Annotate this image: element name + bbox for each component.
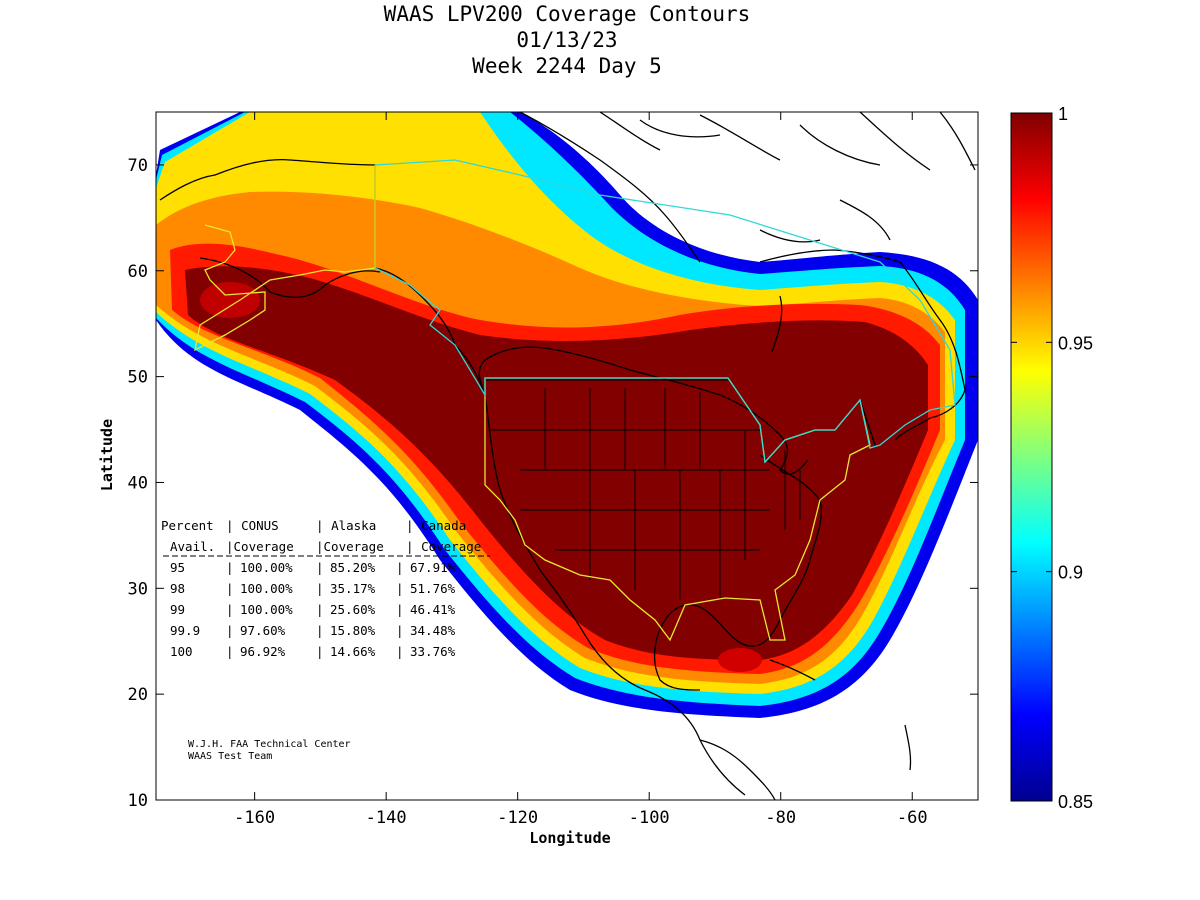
credit-line-1: W.J.H. FAA Technical Center	[188, 739, 351, 750]
credit-line-2: WAAS Test Team	[188, 751, 272, 762]
colorbar-label: 1	[1058, 104, 1068, 124]
alaska-boundary	[194, 165, 376, 352]
table-row: 95 | 100.00% | 85.20% | 67.91%	[170, 560, 456, 575]
colorbar-label: 0.85	[1058, 792, 1093, 812]
table-cell-percent: 98	[170, 581, 185, 596]
y-axis: 10 20 30 40 50 60 70	[128, 156, 978, 811]
table-cell-conus: 96.92%	[240, 644, 286, 659]
table-cell-percent: 99.9	[170, 623, 200, 638]
y-tick-label: 40	[128, 473, 148, 493]
contour-1.0	[185, 266, 928, 660]
colorbar-ticks: 1 0.95 0.9 0.85	[1011, 104, 1093, 812]
table-cell-alaska: 14.66%	[330, 644, 376, 659]
table-cell-canada: 46.41%	[410, 602, 456, 617]
colorbar-label: 0.95	[1058, 333, 1093, 353]
table-cell-percent: 100	[170, 644, 193, 659]
y-tick-label: 70	[128, 156, 148, 176]
canada-boundary	[374, 159, 956, 464]
table-row: 100 | 96.92% | 14.66% | 33.76%	[170, 644, 456, 659]
map-title: WAAS LPV200 Coverage Contours	[383, 2, 751, 26]
table-header-conus: CONUS	[241, 518, 279, 533]
table-header-row-2: Avail. |Coverage |Coverage | Coverage	[170, 539, 481, 554]
table-header-row-1: Percent | CONUS | Alaska | Canada	[161, 518, 466, 533]
x-tick-label: -100	[629, 808, 670, 828]
table-cell-alaska: 85.20%	[330, 560, 376, 575]
x-axis: -160 -140 -120 -100 -80 -60	[234, 112, 928, 828]
region-boundaries	[194, 159, 956, 642]
table-cell-percent: 99	[170, 602, 185, 617]
table-cell-alaska: 35.17%	[330, 581, 376, 596]
x-axis-title: Longitude	[529, 829, 610, 847]
table-subheader-avail: Avail.	[170, 539, 215, 554]
table-subheader-canada: Coverage	[421, 539, 481, 554]
table-row: 98 | 100.00% | 35.17% | 51.76%	[170, 581, 456, 596]
y-tick-label: 50	[128, 368, 148, 388]
map-date: 01/13/23	[516, 28, 618, 52]
y-tick-label: 30	[128, 579, 148, 599]
x-tick-label: -160	[234, 808, 275, 828]
x-tick-label: -140	[366, 808, 407, 828]
table-header-canada: Canada	[421, 518, 466, 533]
coverage-table: Percent | CONUS | Alaska | Canada Avail. |Co…	[161, 518, 490, 659]
table-cell-canada: 34.48%	[410, 623, 456, 638]
table-cell-percent: 95	[170, 560, 185, 575]
table-cell-conus: 100.00%	[240, 581, 293, 596]
y-axis-title: Latitude	[98, 419, 116, 491]
map-week-day: Week 2244 Day 5	[472, 54, 662, 78]
table-subheader-conus: Coverage	[234, 539, 294, 554]
y-tick-label: 10	[128, 791, 148, 811]
table-cell-alaska: 25.60%	[330, 602, 376, 617]
table-rows: 95 | 100.00% | 85.20% | 67.91% 98 | 100.00% | …	[170, 560, 456, 659]
y-tick-label: 60	[128, 262, 148, 282]
table-cell-canada: 67.91%	[410, 560, 456, 575]
table-cell-conus: 97.60%	[240, 623, 286, 638]
table-subheader-alaska: Coverage	[324, 539, 384, 554]
plot-frame	[155, 111, 979, 801]
colorbar-label: 0.9	[1058, 563, 1083, 583]
coastlines	[159, 112, 976, 800]
colorbar	[1010, 112, 1053, 802]
coverage-contours	[156, 112, 978, 718]
x-tick-label: -60	[897, 808, 928, 828]
table-cell-conus: 100.00%	[240, 602, 293, 617]
y-tick-label: 20	[128, 685, 148, 705]
table-row: 99 | 100.00% | 25.60% | 46.41%	[170, 602, 456, 617]
table-row: 99.9 | 97.60% | 15.80% | 34.48%	[170, 623, 456, 638]
table-cell-conus: 100.00%	[240, 560, 293, 575]
table-header-alaska: Alaska	[331, 518, 376, 533]
table-cell-alaska: 15.80%	[330, 623, 376, 638]
state-boundaries	[485, 379, 801, 600]
table-cell-canada: 33.76%	[410, 644, 456, 659]
x-tick-label: -120	[497, 808, 538, 828]
table-header-percent: Percent	[161, 518, 214, 533]
table-cell-canada: 51.76%	[410, 581, 456, 596]
x-tick-label: -80	[765, 808, 796, 828]
